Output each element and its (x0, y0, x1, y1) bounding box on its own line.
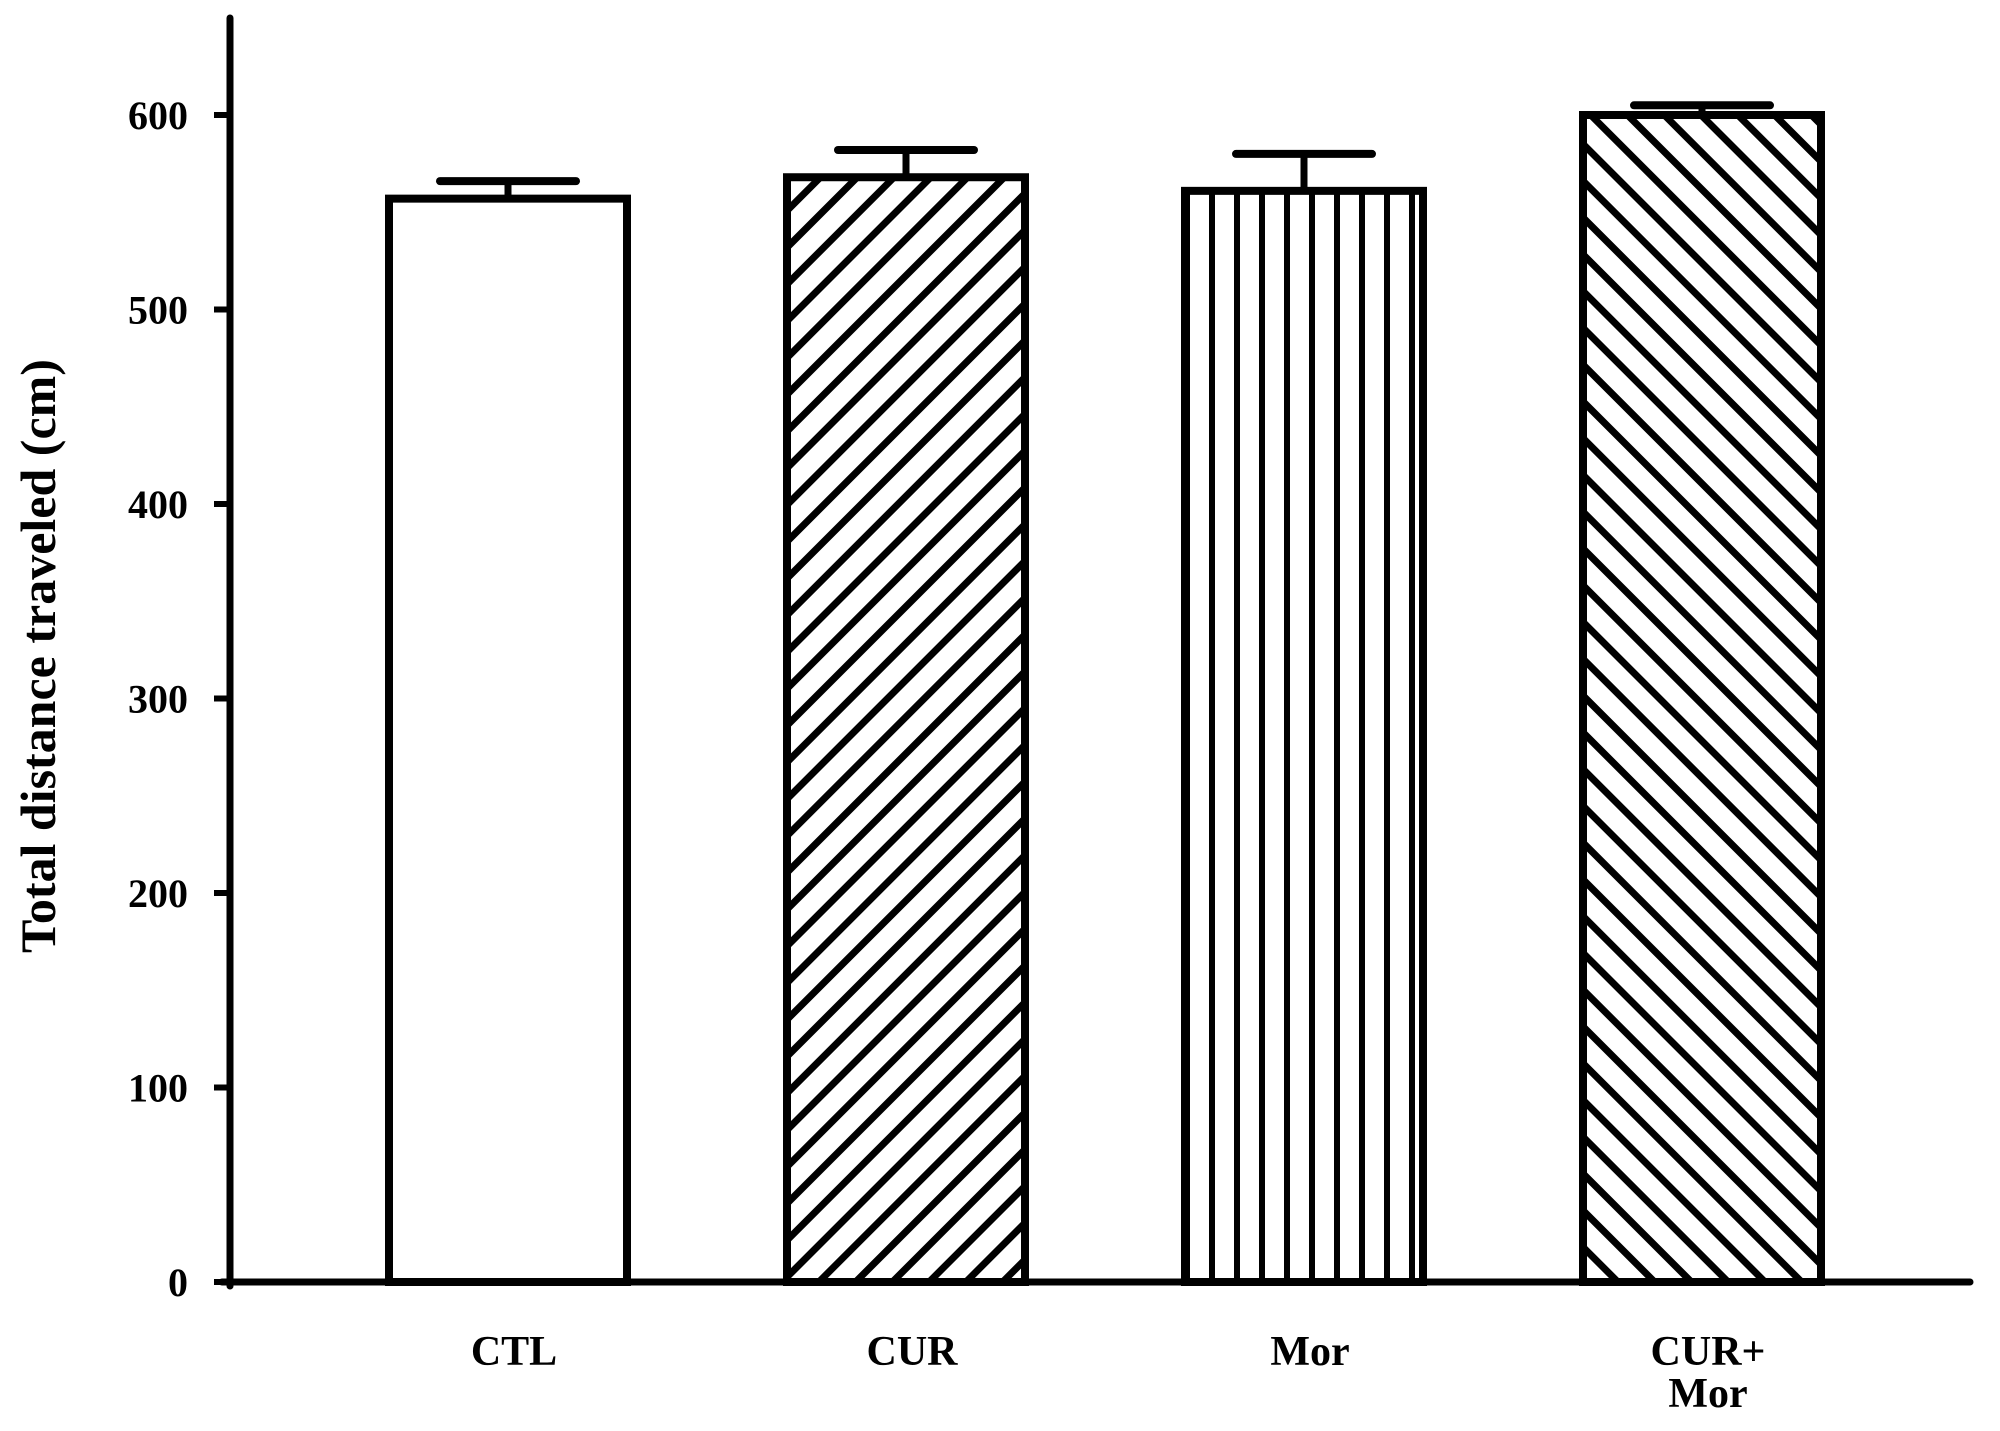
x-tick-label-0: CTL (471, 1329, 557, 1375)
y-tick-label-600: 600 (128, 93, 188, 138)
y-tick-label-300: 300 (128, 677, 188, 722)
y-tick-label-0: 0 (168, 1260, 188, 1305)
y-tick-label-100: 100 (128, 1066, 188, 1111)
bars (385, 101, 1825, 1287)
axes (214, 14, 1974, 1290)
x-tick-label-3-0: CUR+ (1651, 1329, 1766, 1375)
bar-0 (385, 194, 631, 1286)
bar-3 (1579, 111, 1825, 1286)
y-tick-label-200: 200 (128, 871, 188, 916)
y-tick-label-400: 400 (128, 482, 188, 527)
x-tick-label-1: CUR (867, 1329, 959, 1375)
y-axis-title: Total distance traveled (cm) (10, 359, 66, 953)
y-tick-label-500: 500 (128, 288, 188, 333)
x-tick-label-2: Mor (1270, 1329, 1349, 1375)
bar-2 (1181, 186, 1427, 1287)
bar-1 (783, 173, 1029, 1287)
x-tick-label-3-1: Mor (1668, 1371, 1747, 1417)
